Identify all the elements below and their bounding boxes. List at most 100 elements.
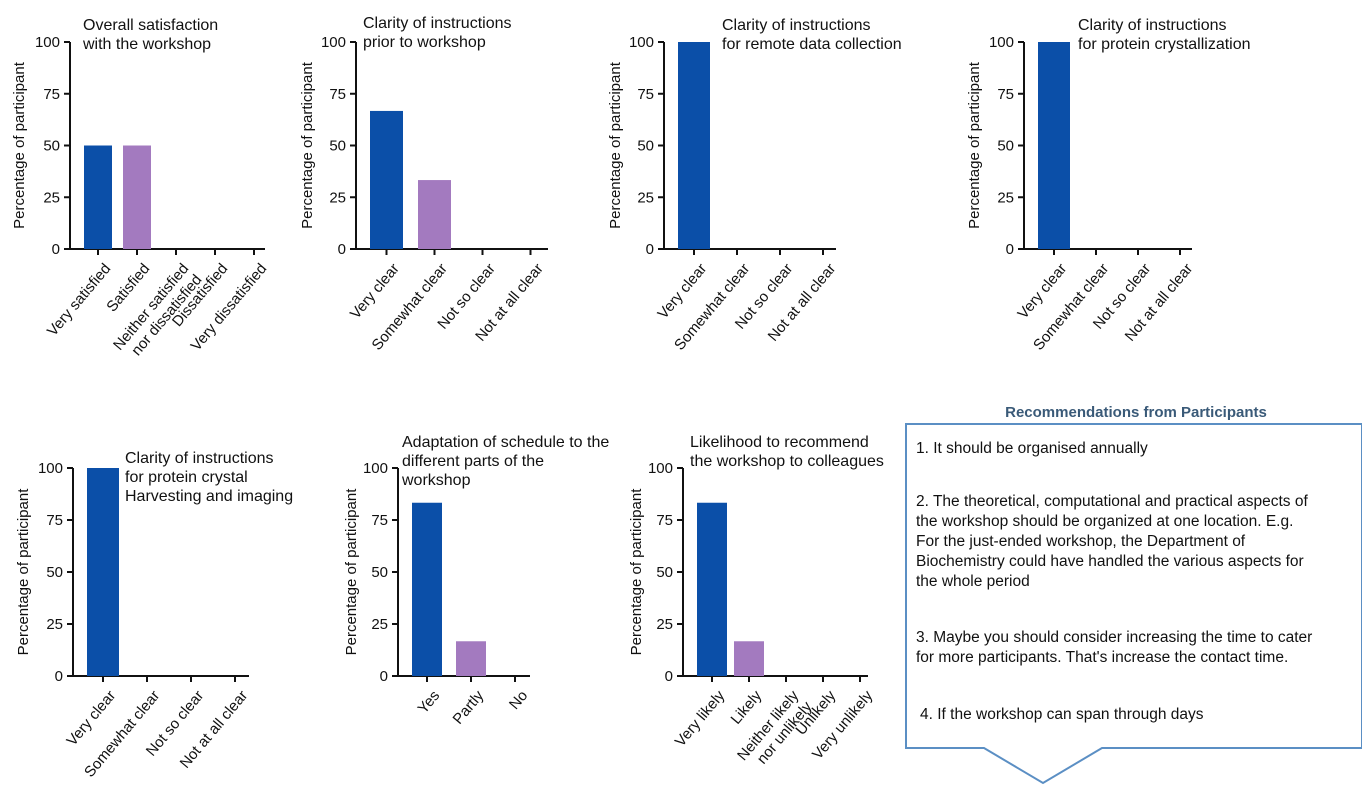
bar xyxy=(412,502,442,676)
y-tick-label: 50 xyxy=(371,564,388,581)
y-tick-label: 50 xyxy=(997,138,1014,155)
recommendation-item-line: the whole period xyxy=(916,573,1030,590)
chart-title: Likelihood to recommend xyxy=(690,434,869,451)
chart-4: Clarity of instructions for protein cryst… xyxy=(966,17,1251,354)
recommendation-item-line: For the just-ended workshop, the Departm… xyxy=(916,533,1246,550)
recommendation-item-line: 3. Maybe you should consider increasing … xyxy=(916,629,1312,646)
category-label: Partly xyxy=(450,687,488,728)
y-tick-label: 0 xyxy=(665,668,673,685)
chart-title: prior to workshop xyxy=(363,34,486,51)
category-label-line: Very satisfied xyxy=(44,260,114,339)
y-tick-label: 75 xyxy=(46,512,63,529)
chart-3: Clarity of instructions for remote data c… xyxy=(607,17,902,354)
y-axis-label: Percentage of participant xyxy=(15,488,32,656)
y-tick-label: 75 xyxy=(997,86,1014,103)
y-tick-label: 0 xyxy=(52,241,60,258)
y-tick-label: 25 xyxy=(997,189,1014,206)
y-tick-label: 75 xyxy=(656,512,673,529)
chart-title: workshop xyxy=(401,472,471,489)
y-tick-label: 75 xyxy=(371,512,388,529)
y-tick-label: 25 xyxy=(637,189,654,206)
y-tick-label: 50 xyxy=(46,564,63,581)
y-tick-label: 25 xyxy=(46,616,63,633)
category-label: Somewhat clear xyxy=(671,260,753,353)
y-tick-label: 0 xyxy=(646,241,654,258)
y-tick-label: 25 xyxy=(43,189,60,206)
y-tick-label: 50 xyxy=(656,564,673,581)
chart-title: Clarity of instructions xyxy=(722,17,871,34)
y-tick-label: 0 xyxy=(380,668,388,685)
y-tick-label: 75 xyxy=(637,86,654,103)
chart-title: with the workshop xyxy=(82,36,211,53)
y-axis-label: Percentage of participant xyxy=(607,61,624,229)
y-axis-label: Percentage of participant xyxy=(299,61,316,229)
chart-title: for protein crystallization xyxy=(1078,36,1251,53)
y-tick-label: 100 xyxy=(35,34,60,51)
category-label-line: Very likely xyxy=(672,687,729,750)
bar xyxy=(678,42,710,249)
category-label-line: No xyxy=(506,687,531,713)
chart-7: Likelihood to recommend the workshop to c… xyxy=(628,434,884,767)
recommendation-item-line: 2. The theoretical, computational and pr… xyxy=(916,493,1308,510)
y-tick-label: 100 xyxy=(38,460,63,477)
chart-2: Clarity of instructions prior to workshop… xyxy=(299,15,548,354)
y-tick-label: 25 xyxy=(329,189,346,206)
chart-title: Adaptation of schedule to the xyxy=(402,434,609,451)
y-tick-label: 0 xyxy=(1006,241,1014,258)
y-tick-label: 0 xyxy=(338,241,346,258)
y-tick-label: 50 xyxy=(637,138,654,155)
bar xyxy=(418,180,451,249)
category-label-line: Somewhat clear xyxy=(671,260,753,353)
category-label-line: Yes xyxy=(414,687,443,717)
y-tick-label: 75 xyxy=(329,86,346,103)
y-tick-label: 100 xyxy=(629,34,654,51)
bar xyxy=(734,641,764,676)
category-label: Yes xyxy=(414,687,443,717)
recommendation-item-line: 1. It should be organised annually xyxy=(916,440,1148,457)
y-tick-label: 100 xyxy=(989,34,1014,51)
y-tick-label: 50 xyxy=(43,138,60,155)
y-tick-label: 100 xyxy=(321,34,346,51)
y-axis-label: Percentage of participant xyxy=(628,488,645,656)
category-label-line: Partly xyxy=(450,687,488,728)
recommendation-item-line: for more participants. That's increase t… xyxy=(916,649,1288,666)
recommendation-item-line: 4. If the workshop can span through days xyxy=(920,706,1204,723)
bar xyxy=(370,110,403,249)
recommendations-panel: Recommendations from Participants 1. It s… xyxy=(905,404,1362,785)
category-label: No xyxy=(506,687,531,713)
bar xyxy=(84,145,112,249)
bar xyxy=(456,641,486,676)
y-tick-label: 0 xyxy=(55,668,63,685)
y-tick-label: 75 xyxy=(43,86,60,103)
chart-title: Clarity of instructions xyxy=(1078,17,1227,34)
chart-title: Overall satisfaction xyxy=(83,17,218,34)
category-label-line: Somewhat clear xyxy=(1030,260,1112,353)
chart-5: Clarity of instructions for protein cryst… xyxy=(15,450,293,781)
y-axis-label: Percentage of participant xyxy=(11,61,28,229)
speech-bubble-outline xyxy=(905,423,1362,785)
chart-title: the workshop to colleagues xyxy=(690,453,884,470)
bar xyxy=(123,145,151,249)
category-label: Very satisfied xyxy=(44,260,114,339)
bar xyxy=(1038,42,1070,249)
recommendation-item-line: Biochemistry could have handled the vari… xyxy=(916,553,1304,570)
category-label: Somewhat clear xyxy=(1030,260,1112,353)
recommendation-item-line: the workshop should be organized at one … xyxy=(916,513,1293,530)
chart-title: Harvesting and imaging xyxy=(125,488,293,505)
bar xyxy=(87,468,119,676)
y-tick-label: 25 xyxy=(371,616,388,633)
chart-6: Adaptation of schedule to the different … xyxy=(343,434,609,728)
recommendations-heading: Recommendations from Participants xyxy=(1005,404,1267,421)
bar xyxy=(697,502,727,676)
y-axis-label: Percentage of participant xyxy=(966,61,983,229)
y-tick-label: 100 xyxy=(648,460,673,477)
y-tick-label: 100 xyxy=(363,460,388,477)
chart-title: different parts of the xyxy=(402,453,544,470)
chart-title: Clarity of instructions xyxy=(363,15,512,32)
chart-1: Overall satisfaction with the workshop Per… xyxy=(11,17,270,359)
category-label: Very likely xyxy=(672,687,729,750)
chart-title: for remote data collection xyxy=(722,36,902,53)
y-axis-label: Percentage of participant xyxy=(343,488,360,656)
